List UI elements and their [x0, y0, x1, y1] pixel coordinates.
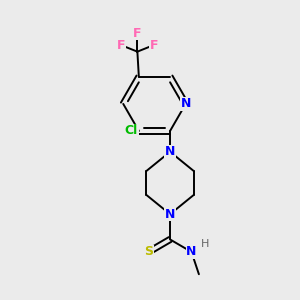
Text: F: F [117, 39, 125, 52]
Text: Cl: Cl [125, 124, 138, 137]
Text: N: N [181, 98, 191, 110]
Text: H: H [201, 238, 209, 249]
Text: N: N [186, 245, 197, 258]
Text: F: F [133, 27, 142, 40]
Text: S: S [144, 245, 153, 258]
Text: F: F [149, 39, 158, 52]
Text: N: N [165, 208, 175, 221]
Text: N: N [165, 145, 175, 158]
